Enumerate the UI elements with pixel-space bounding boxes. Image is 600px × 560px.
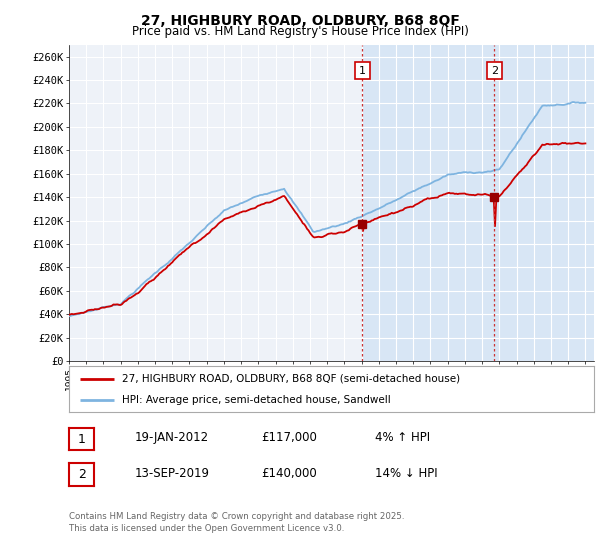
Text: £117,000: £117,000 <box>261 431 317 445</box>
Text: HPI: Average price, semi-detached house, Sandwell: HPI: Average price, semi-detached house,… <box>121 395 390 405</box>
Text: Contains HM Land Registry data © Crown copyright and database right 2025.
This d: Contains HM Land Registry data © Crown c… <box>69 512 404 533</box>
Text: 19-JAN-2012: 19-JAN-2012 <box>135 431 209 445</box>
Text: 14% ↓ HPI: 14% ↓ HPI <box>375 466 437 480</box>
Text: 13-SEP-2019: 13-SEP-2019 <box>135 466 210 480</box>
Text: 4% ↑ HPI: 4% ↑ HPI <box>375 431 430 445</box>
Bar <box>362 45 600 361</box>
Text: 2: 2 <box>491 66 498 76</box>
Text: 2: 2 <box>77 468 86 481</box>
Text: 1: 1 <box>359 66 366 76</box>
Text: 27, HIGHBURY ROAD, OLDBURY, B68 8QF (semi-detached house): 27, HIGHBURY ROAD, OLDBURY, B68 8QF (sem… <box>121 374 460 384</box>
Text: 27, HIGHBURY ROAD, OLDBURY, B68 8QF: 27, HIGHBURY ROAD, OLDBURY, B68 8QF <box>140 14 460 28</box>
Text: £140,000: £140,000 <box>261 466 317 480</box>
Text: 1: 1 <box>77 432 86 446</box>
Text: Price paid vs. HM Land Registry's House Price Index (HPI): Price paid vs. HM Land Registry's House … <box>131 25 469 38</box>
